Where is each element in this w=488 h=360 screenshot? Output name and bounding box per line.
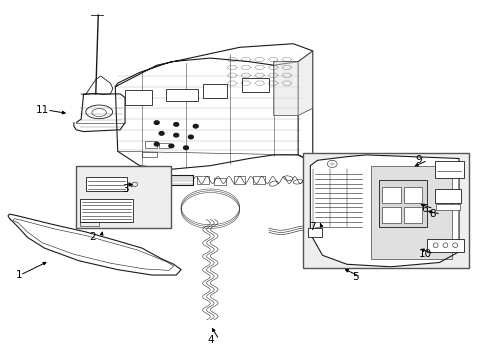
Bar: [142, 152, 157, 157]
Bar: [378, 180, 427, 226]
Bar: [381, 187, 400, 203]
Circle shape: [173, 134, 178, 137]
Bar: [403, 187, 422, 203]
Text: 2: 2: [89, 232, 96, 242]
Bar: [434, 189, 461, 203]
Text: 7: 7: [309, 222, 315, 231]
Circle shape: [188, 135, 193, 139]
Polygon shape: [273, 51, 312, 116]
Bar: [76, 166, 171, 228]
Circle shape: [154, 121, 159, 125]
Bar: [233, 176, 245, 184]
Bar: [203, 84, 227, 98]
Text: 3: 3: [122, 184, 128, 194]
Bar: [381, 207, 400, 223]
Text: 4: 4: [206, 334, 213, 345]
Bar: [370, 166, 451, 259]
Bar: [80, 199, 133, 222]
Circle shape: [173, 123, 178, 126]
Text: 6: 6: [421, 204, 427, 214]
Text: 11: 11: [36, 105, 49, 115]
Bar: [159, 143, 168, 148]
Bar: [253, 176, 264, 184]
Bar: [303, 153, 468, 268]
Circle shape: [154, 142, 159, 146]
Text: 5: 5: [351, 272, 358, 282]
Bar: [86, 177, 127, 192]
Bar: [435, 204, 459, 211]
Polygon shape: [310, 155, 458, 267]
Bar: [434, 161, 463, 178]
Bar: [80, 222, 99, 226]
Text: 8: 8: [428, 209, 435, 219]
Circle shape: [183, 146, 188, 149]
Circle shape: [193, 125, 198, 128]
Circle shape: [168, 144, 173, 148]
Text: 10: 10: [418, 248, 430, 258]
Circle shape: [159, 132, 163, 135]
Bar: [307, 228, 321, 237]
Bar: [197, 176, 208, 184]
Bar: [214, 178, 225, 185]
Bar: [427, 239, 463, 252]
Bar: [403, 207, 422, 223]
Bar: [144, 141, 157, 148]
Bar: [242, 78, 268, 92]
Bar: [166, 89, 198, 101]
Text: 1: 1: [16, 270, 22, 280]
Bar: [125, 90, 152, 105]
Text: 9: 9: [415, 155, 422, 165]
